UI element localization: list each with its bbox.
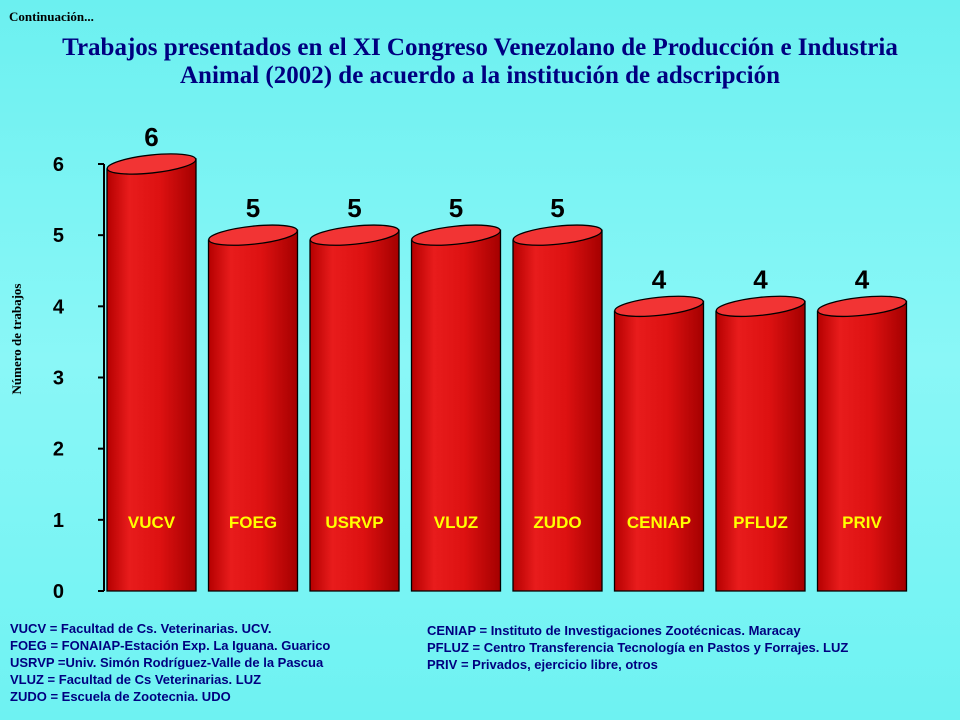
bar-top bbox=[411, 224, 501, 246]
bar-zudo bbox=[512, 224, 603, 592]
category-label: PRIV bbox=[842, 513, 882, 532]
y-axis: 0 1 2 3 4 5 6 bbox=[53, 154, 105, 603]
bar-pfluz bbox=[715, 295, 806, 592]
bar-vluz bbox=[410, 224, 502, 592]
chart-title-line-2: Animal (2002) de acuerdo a la institució… bbox=[179, 62, 780, 89]
bar-vucv bbox=[106, 153, 197, 592]
data-label: 5 bbox=[449, 193, 463, 223]
bar-body bbox=[309, 229, 400, 592]
bar-top bbox=[106, 153, 197, 175]
data-label: 4 bbox=[652, 264, 667, 294]
legend-entry: USRVP =Univ. Simón Rodríguez-Valle de la… bbox=[10, 655, 324, 670]
bar-top bbox=[614, 295, 704, 318]
category-label: CENIAP bbox=[627, 513, 691, 532]
legend-right: CENIAP = Instituto de Investigaciones Zo… bbox=[427, 622, 848, 673]
legend-entry: FOEG = FONAIAP-Estación Exp. La Iguana. … bbox=[10, 638, 331, 653]
y-tick-label: 6 bbox=[53, 154, 64, 176]
chart-title: Trabajos presentados en el XI Congreso V… bbox=[0, 34, 960, 90]
legend-entry: PRIV = Privados, ejercicio libre, otros bbox=[427, 657, 658, 672]
y-tick-label: 0 bbox=[53, 581, 64, 603]
y-tick-label: 4 bbox=[53, 296, 65, 318]
data-label: 4 bbox=[753, 264, 768, 294]
data-label: 4 bbox=[855, 264, 870, 294]
continuation-note: Continuación... bbox=[9, 9, 94, 24]
bar-body bbox=[816, 300, 908, 592]
legend-entry: VUCV = Facultad de Cs. Veterinarias. UCV… bbox=[10, 621, 272, 636]
category-labels: VUCV FOEG USRVP VLUZ ZUDO CENIAP PFLUZ PRIV bbox=[128, 513, 883, 532]
bar-foeg bbox=[207, 224, 299, 592]
bar-ceniap bbox=[613, 295, 705, 592]
category-label: USRVP bbox=[325, 513, 383, 532]
data-label: 6 bbox=[144, 122, 158, 152]
bar-body bbox=[613, 300, 705, 592]
bars bbox=[106, 153, 908, 592]
bar-usrvp bbox=[309, 224, 400, 592]
data-label: 5 bbox=[347, 193, 361, 223]
bar-body bbox=[410, 229, 502, 592]
y-tick-label: 2 bbox=[53, 439, 64, 461]
data-label: 5 bbox=[550, 193, 564, 223]
category-label: VUCV bbox=[128, 513, 176, 532]
category-label: ZUDO bbox=[533, 513, 581, 532]
data-labels: 6 5 5 5 5 4 4 4 bbox=[144, 122, 870, 294]
category-label: VLUZ bbox=[434, 513, 478, 532]
y-tick-label: 1 bbox=[53, 510, 64, 532]
category-label: FOEG bbox=[229, 513, 277, 532]
bar-top bbox=[817, 295, 907, 318]
category-label: PFLUZ bbox=[733, 513, 788, 532]
data-label: 5 bbox=[246, 193, 260, 223]
bar-body bbox=[715, 300, 806, 592]
bar-body bbox=[207, 229, 299, 592]
y-tick-label: 3 bbox=[53, 368, 64, 390]
bar-top bbox=[512, 224, 603, 246]
bar-top bbox=[309, 224, 400, 246]
bar-top bbox=[715, 295, 806, 318]
y-tick-label: 5 bbox=[53, 225, 64, 247]
legend-entry: PFLUZ = Centro Transferencia Tecnología … bbox=[427, 640, 849, 655]
legend-entry: VLUZ = Facultad de Cs Veterinarias. LUZ bbox=[10, 672, 262, 687]
legend-entry: CENIAP = Instituto de Investigaciones Zo… bbox=[427, 623, 801, 638]
legend-entry: ZUDO = Escuela de Zootecnia. UDO bbox=[10, 689, 231, 704]
bar-top bbox=[208, 224, 298, 246]
chart-title-line-1: Trabajos presentados en el XI Congreso V… bbox=[62, 34, 898, 61]
bar-priv bbox=[816, 295, 908, 592]
legend-left: VUCV = Facultad de Cs. Veterinarias. UCV… bbox=[10, 620, 330, 705]
bar-body bbox=[512, 229, 603, 592]
